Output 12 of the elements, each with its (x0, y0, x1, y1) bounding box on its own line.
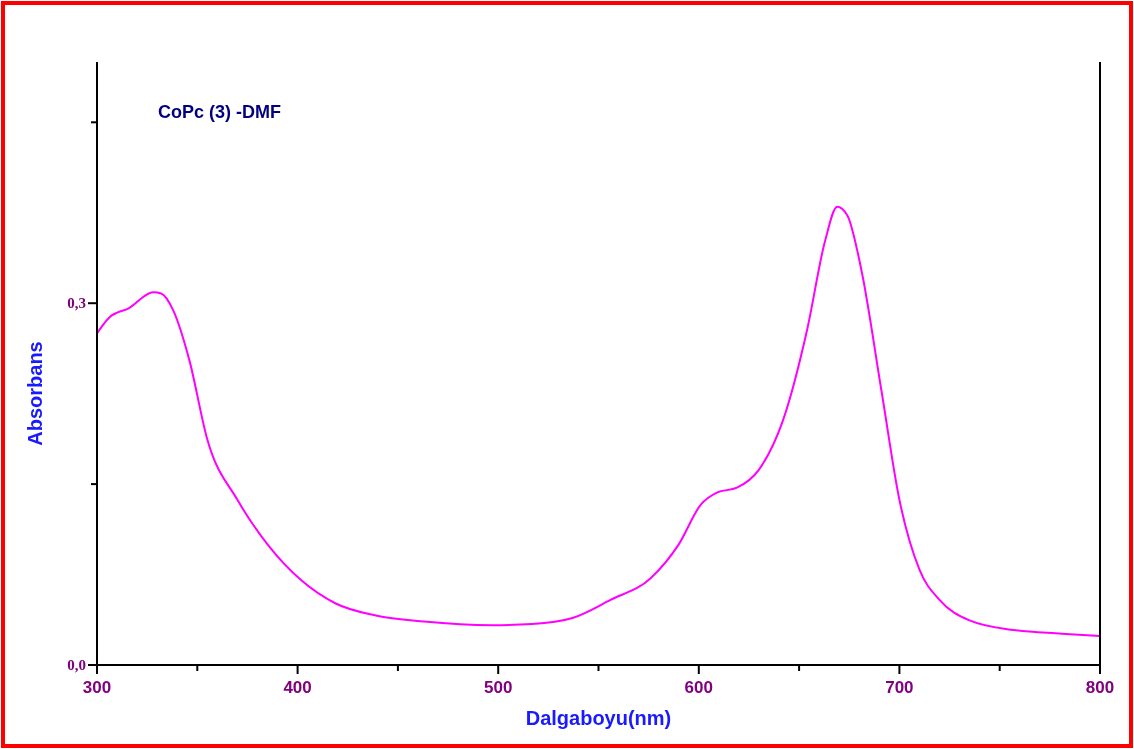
x-axis-title: Dalgaboyu(nm) (525, 707, 672, 729)
annotation: CoPc (3) -DMF (158, 102, 281, 122)
y-axis-title: Absorbans (24, 341, 46, 446)
x-tick-label: 500 (484, 678, 513, 697)
line-series (96, 205, 1101, 638)
x-tick-label: 300 (82, 678, 112, 697)
x-tick-label: 800 (1085, 678, 1115, 697)
x-tick-label: 400 (283, 678, 312, 697)
y-tick-label: 0,0 (67, 657, 86, 673)
y-tick-label: 0,3 (67, 295, 86, 312)
x-tick-label: 700 (885, 678, 914, 697)
x-tick-label: 600 (684, 678, 713, 697)
